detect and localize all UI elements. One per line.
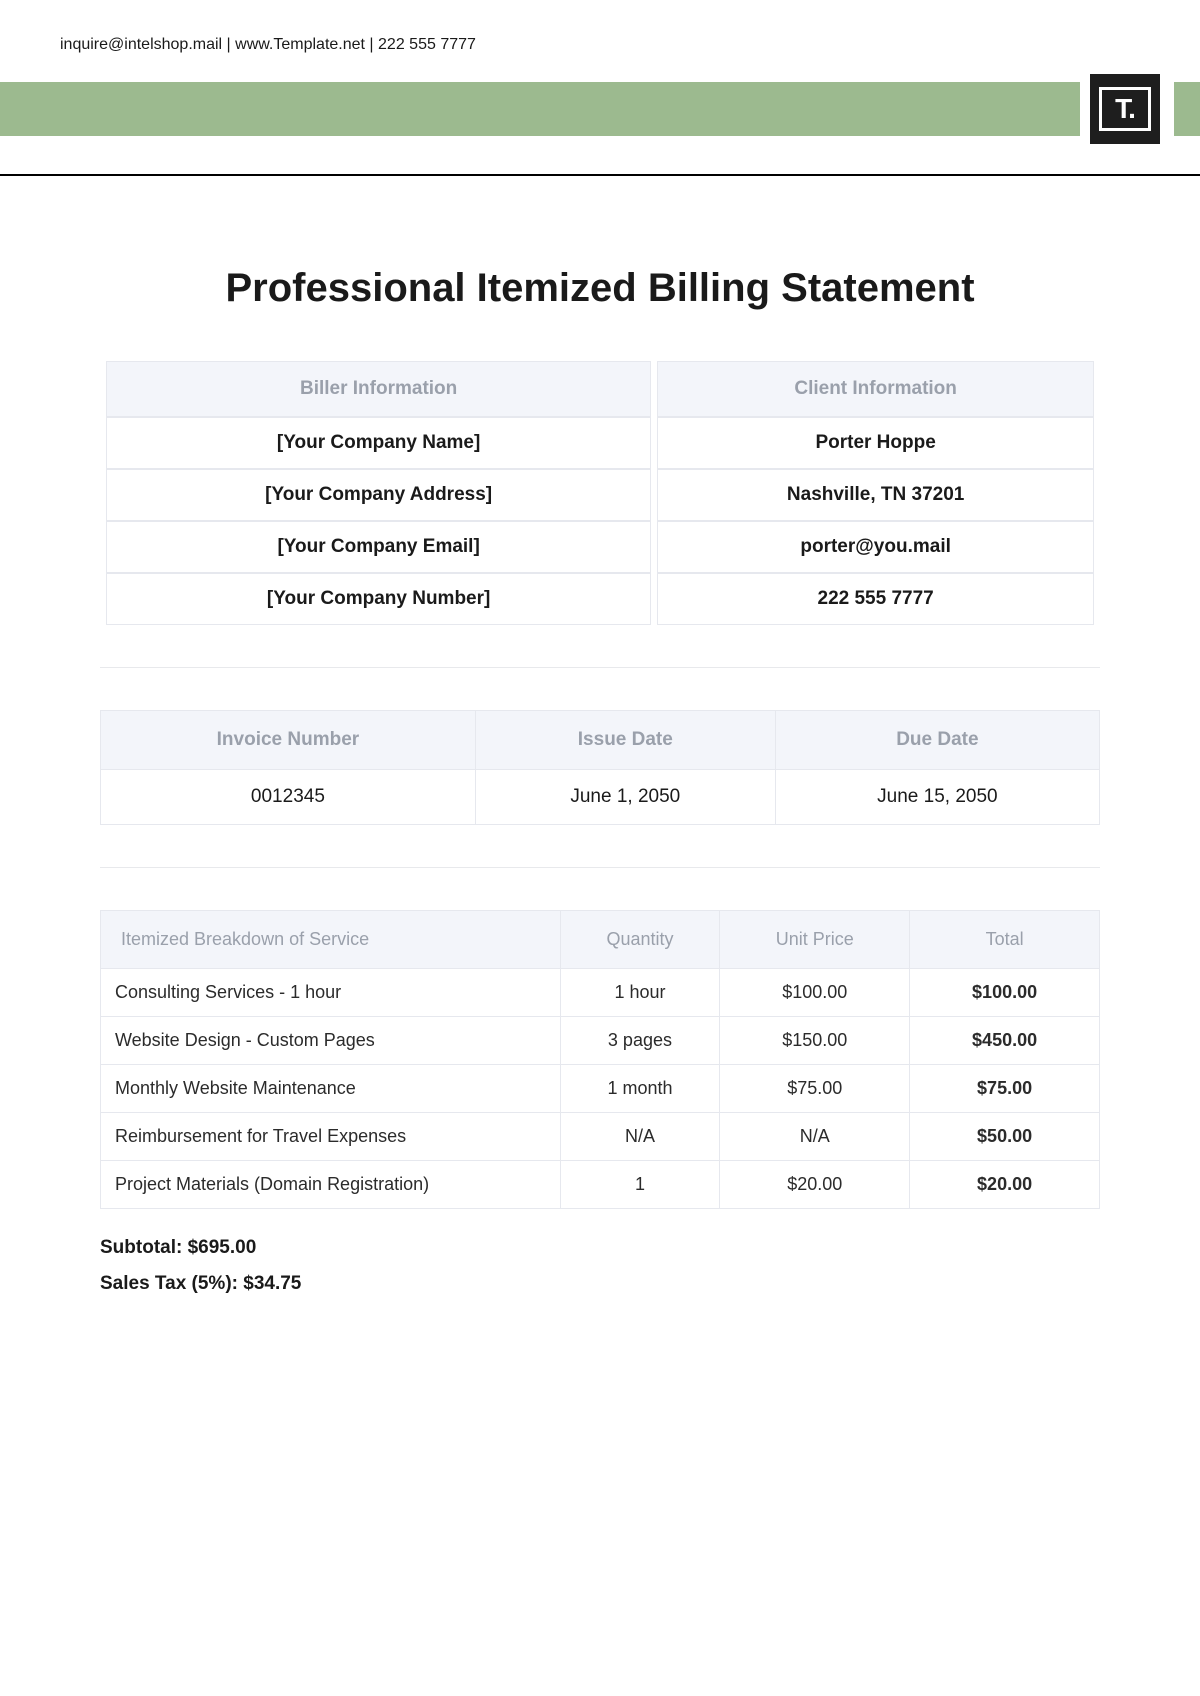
table-row: [Your Company Address] Nashville, TN 372… (106, 469, 1094, 521)
table-row: Website Design - Custom Pages 3 pages $1… (101, 1017, 1100, 1065)
header-contact-line: inquire@intelshop.mail | www.Template.ne… (0, 0, 1200, 74)
banner-green-bar (0, 82, 1080, 136)
info-cell: [Your Company Number] (106, 573, 651, 625)
item-total: $75.00 (910, 1065, 1100, 1113)
info-header-client: Client Information (657, 361, 1094, 417)
item-desc: Consulting Services - 1 hour (101, 969, 561, 1017)
header-banner: T. (0, 74, 1200, 144)
items-header-total: Total (910, 911, 1100, 969)
item-total: $50.00 (910, 1113, 1100, 1161)
section-divider (100, 667, 1100, 668)
item-total: $20.00 (910, 1161, 1100, 1209)
meta-header-due: Due Date (775, 711, 1099, 770)
item-qty: N/A (560, 1113, 720, 1161)
item-desc: Reimbursement for Travel Expenses (101, 1113, 561, 1161)
info-cell: [Your Company Email] (106, 521, 651, 573)
meta-cell: 0012345 (101, 770, 476, 825)
item-qty: 1 (560, 1161, 720, 1209)
invoice-meta-table: Invoice Number Issue Date Due Date 00123… (100, 710, 1100, 825)
header-divider (0, 174, 1200, 176)
info-header-biller: Biller Information (106, 361, 651, 417)
item-desc: Website Design - Custom Pages (101, 1017, 561, 1065)
section-divider (100, 867, 1100, 868)
subtotal-line: Subtotal: $695.00 (100, 1237, 1100, 1259)
totals-block: Subtotal: $695.00 Sales Tax (5%): $34.75 (100, 1237, 1100, 1295)
table-row: [Your Company Name] Porter Hoppe (106, 417, 1094, 469)
meta-header-invoice: Invoice Number (101, 711, 476, 770)
meta-header-issue: Issue Date (475, 711, 775, 770)
item-unit: $100.00 (720, 969, 910, 1017)
item-total: $100.00 (910, 969, 1100, 1017)
info-cell: 222 555 7777 (657, 573, 1094, 625)
table-row: Project Materials (Domain Registration) … (101, 1161, 1100, 1209)
item-desc: Monthly Website Maintenance (101, 1065, 561, 1113)
item-qty: 1 hour (560, 969, 720, 1017)
items-table: Itemized Breakdown of Service Quantity U… (100, 910, 1100, 1209)
item-unit: $150.00 (720, 1017, 910, 1065)
item-qty: 3 pages (560, 1017, 720, 1065)
table-row: [Your Company Number] 222 555 7777 (106, 573, 1094, 625)
info-table: Biller Information Client Information [Y… (100, 361, 1100, 625)
table-row: Monthly Website Maintenance 1 month $75.… (101, 1065, 1100, 1113)
table-row: Consulting Services - 1 hour 1 hour $100… (101, 969, 1100, 1017)
logo: T. (1090, 74, 1160, 144)
item-qty: 1 month (560, 1065, 720, 1113)
item-unit: $20.00 (720, 1161, 910, 1209)
info-cell: Nashville, TN 37201 (657, 469, 1094, 521)
info-cell: porter@you.mail (657, 521, 1094, 573)
table-row: Reimbursement for Travel Expenses N/A N/… (101, 1113, 1100, 1161)
meta-cell: June 1, 2050 (475, 770, 775, 825)
page-title: Professional Itemized Billing Statement (100, 266, 1100, 311)
item-total: $450.00 (910, 1017, 1100, 1065)
info-cell: [Your Company Name] (106, 417, 651, 469)
logo-text: T. (1099, 87, 1151, 131)
table-row: [Your Company Email] porter@you.mail (106, 521, 1094, 573)
meta-cell: June 15, 2050 (775, 770, 1099, 825)
items-header-service: Itemized Breakdown of Service (101, 911, 561, 969)
banner-green-right (1174, 82, 1200, 136)
tax-line: Sales Tax (5%): $34.75 (100, 1273, 1100, 1295)
items-header-unit: Unit Price (720, 911, 910, 969)
item-unit: $75.00 (720, 1065, 910, 1113)
table-row: 0012345 June 1, 2050 June 15, 2050 (101, 770, 1100, 825)
info-cell: Porter Hoppe (657, 417, 1094, 469)
items-header-qty: Quantity (560, 911, 720, 969)
info-cell: [Your Company Address] (106, 469, 651, 521)
item-desc: Project Materials (Domain Registration) (101, 1161, 561, 1209)
item-unit: N/A (720, 1113, 910, 1161)
